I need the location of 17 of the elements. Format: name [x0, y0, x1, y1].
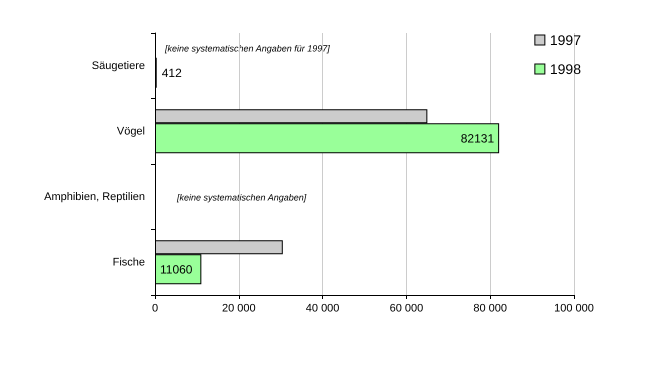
- y-tick-label: Fische: [112, 256, 145, 268]
- x-tick-label: 0: [152, 302, 158, 314]
- legend-label: 1998: [550, 61, 582, 77]
- y-tick-label: Amphibien, Reptilien: [44, 190, 145, 203]
- x-tick-label: 40 000: [306, 302, 340, 314]
- legend-label: 1997: [550, 32, 582, 48]
- y-tick-label: Vögel: [116, 125, 145, 138]
- x-tick-label: 20 000: [222, 302, 256, 314]
- x-tick-label: 100 000: [554, 302, 594, 314]
- data-label: 412: [162, 66, 182, 80]
- x-tick-label: 60 000: [390, 302, 424, 314]
- x-tick-label: 80 000: [473, 302, 508, 314]
- annotation: [keine systematischen Angaben]: [176, 192, 307, 202]
- data-label: 82131: [460, 131, 494, 146]
- annotation: [keine systematischen Angaben für 1997]: [164, 44, 330, 54]
- y-tick-label: Säugetiere: [92, 60, 145, 72]
- data-label: 11060: [160, 262, 193, 276]
